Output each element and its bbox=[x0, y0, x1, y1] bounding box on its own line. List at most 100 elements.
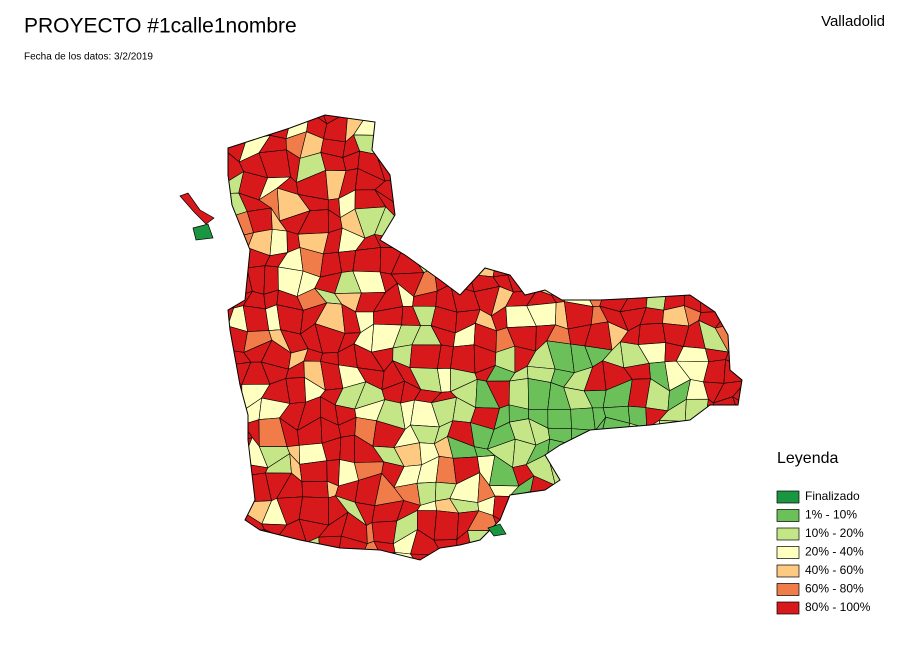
municipality bbox=[493, 213, 512, 234]
municipality bbox=[468, 123, 487, 138]
municipality bbox=[188, 256, 209, 274]
municipality bbox=[685, 155, 702, 183]
municipality bbox=[275, 556, 306, 560]
municipality bbox=[487, 523, 507, 537]
municipality bbox=[609, 135, 626, 165]
municipality bbox=[486, 115, 520, 126]
municipality bbox=[675, 250, 705, 279]
municipality bbox=[657, 472, 690, 507]
municipality bbox=[547, 408, 572, 429]
municipality bbox=[542, 252, 573, 270]
municipality bbox=[572, 133, 595, 161]
municipality bbox=[765, 136, 779, 162]
municipality bbox=[428, 135, 457, 154]
municipality bbox=[564, 158, 595, 181]
municipality bbox=[164, 482, 194, 497]
municipality bbox=[756, 96, 775, 124]
municipality bbox=[467, 554, 490, 560]
municipality bbox=[450, 270, 475, 293]
municipality bbox=[580, 191, 608, 222]
municipality bbox=[508, 491, 531, 526]
municipality bbox=[228, 498, 243, 524]
municipality bbox=[760, 323, 780, 346]
municipality bbox=[658, 198, 687, 214]
municipality bbox=[263, 552, 290, 560]
municipality bbox=[642, 115, 666, 137]
municipality bbox=[376, 135, 406, 164]
municipality bbox=[299, 460, 328, 482]
municipality bbox=[701, 188, 726, 221]
municipality bbox=[648, 263, 668, 285]
municipality bbox=[742, 427, 766, 448]
municipality bbox=[551, 207, 568, 240]
municipality bbox=[732, 481, 742, 504]
municipality bbox=[581, 249, 608, 271]
municipality bbox=[701, 255, 729, 279]
municipality bbox=[510, 193, 530, 218]
municipality bbox=[760, 264, 780, 296]
municipality bbox=[641, 512, 669, 536]
municipality bbox=[759, 212, 773, 238]
municipality bbox=[757, 402, 778, 428]
municipality bbox=[515, 115, 536, 126]
municipality bbox=[173, 362, 188, 391]
municipality bbox=[228, 479, 235, 504]
municipality bbox=[604, 269, 635, 289]
municipality bbox=[759, 192, 781, 215]
municipality bbox=[228, 189, 229, 220]
municipality bbox=[562, 117, 587, 135]
municipality bbox=[585, 115, 613, 124]
municipality bbox=[182, 555, 213, 579]
municipality bbox=[580, 213, 615, 236]
municipality bbox=[675, 461, 707, 486]
municipality bbox=[492, 246, 513, 278]
municipality bbox=[476, 150, 500, 182]
municipality bbox=[610, 553, 634, 560]
municipality bbox=[167, 555, 186, 579]
municipality bbox=[228, 455, 243, 484]
municipality bbox=[420, 131, 432, 154]
municipality bbox=[468, 249, 498, 278]
municipality bbox=[701, 207, 727, 238]
municipality bbox=[739, 553, 742, 560]
municipality bbox=[450, 216, 474, 237]
municipality bbox=[409, 344, 442, 369]
municipality bbox=[179, 192, 215, 225]
municipality bbox=[397, 131, 423, 164]
municipality bbox=[508, 378, 529, 410]
municipality bbox=[429, 117, 461, 139]
municipality bbox=[551, 264, 573, 296]
municipality bbox=[739, 294, 742, 312]
municipality bbox=[507, 246, 534, 276]
municipality bbox=[303, 561, 326, 580]
municipality bbox=[431, 231, 460, 251]
municipality bbox=[675, 271, 702, 295]
municipality bbox=[508, 232, 535, 257]
municipality bbox=[610, 458, 633, 476]
legend-swatch bbox=[776, 490, 800, 504]
municipality bbox=[586, 226, 615, 255]
municipality bbox=[718, 130, 740, 164]
municipality bbox=[713, 115, 742, 116]
municipality bbox=[459, 169, 478, 202]
municipality bbox=[228, 340, 235, 366]
municipality bbox=[183, 123, 213, 143]
municipality bbox=[336, 115, 365, 120]
municipality bbox=[228, 476, 243, 503]
municipality bbox=[186, 152, 212, 182]
municipality bbox=[228, 124, 231, 138]
municipality bbox=[638, 438, 662, 460]
municipality bbox=[547, 438, 577, 458]
municipality bbox=[718, 151, 742, 184]
municipality bbox=[470, 213, 501, 237]
municipality bbox=[666, 229, 681, 252]
municipality bbox=[726, 252, 740, 275]
municipality bbox=[684, 398, 709, 429]
municipality bbox=[656, 520, 690, 536]
municipality bbox=[752, 501, 778, 519]
municipality bbox=[395, 227, 415, 255]
municipality bbox=[380, 117, 398, 141]
municipality bbox=[415, 115, 441, 119]
municipality bbox=[720, 496, 742, 525]
municipality bbox=[699, 283, 729, 313]
